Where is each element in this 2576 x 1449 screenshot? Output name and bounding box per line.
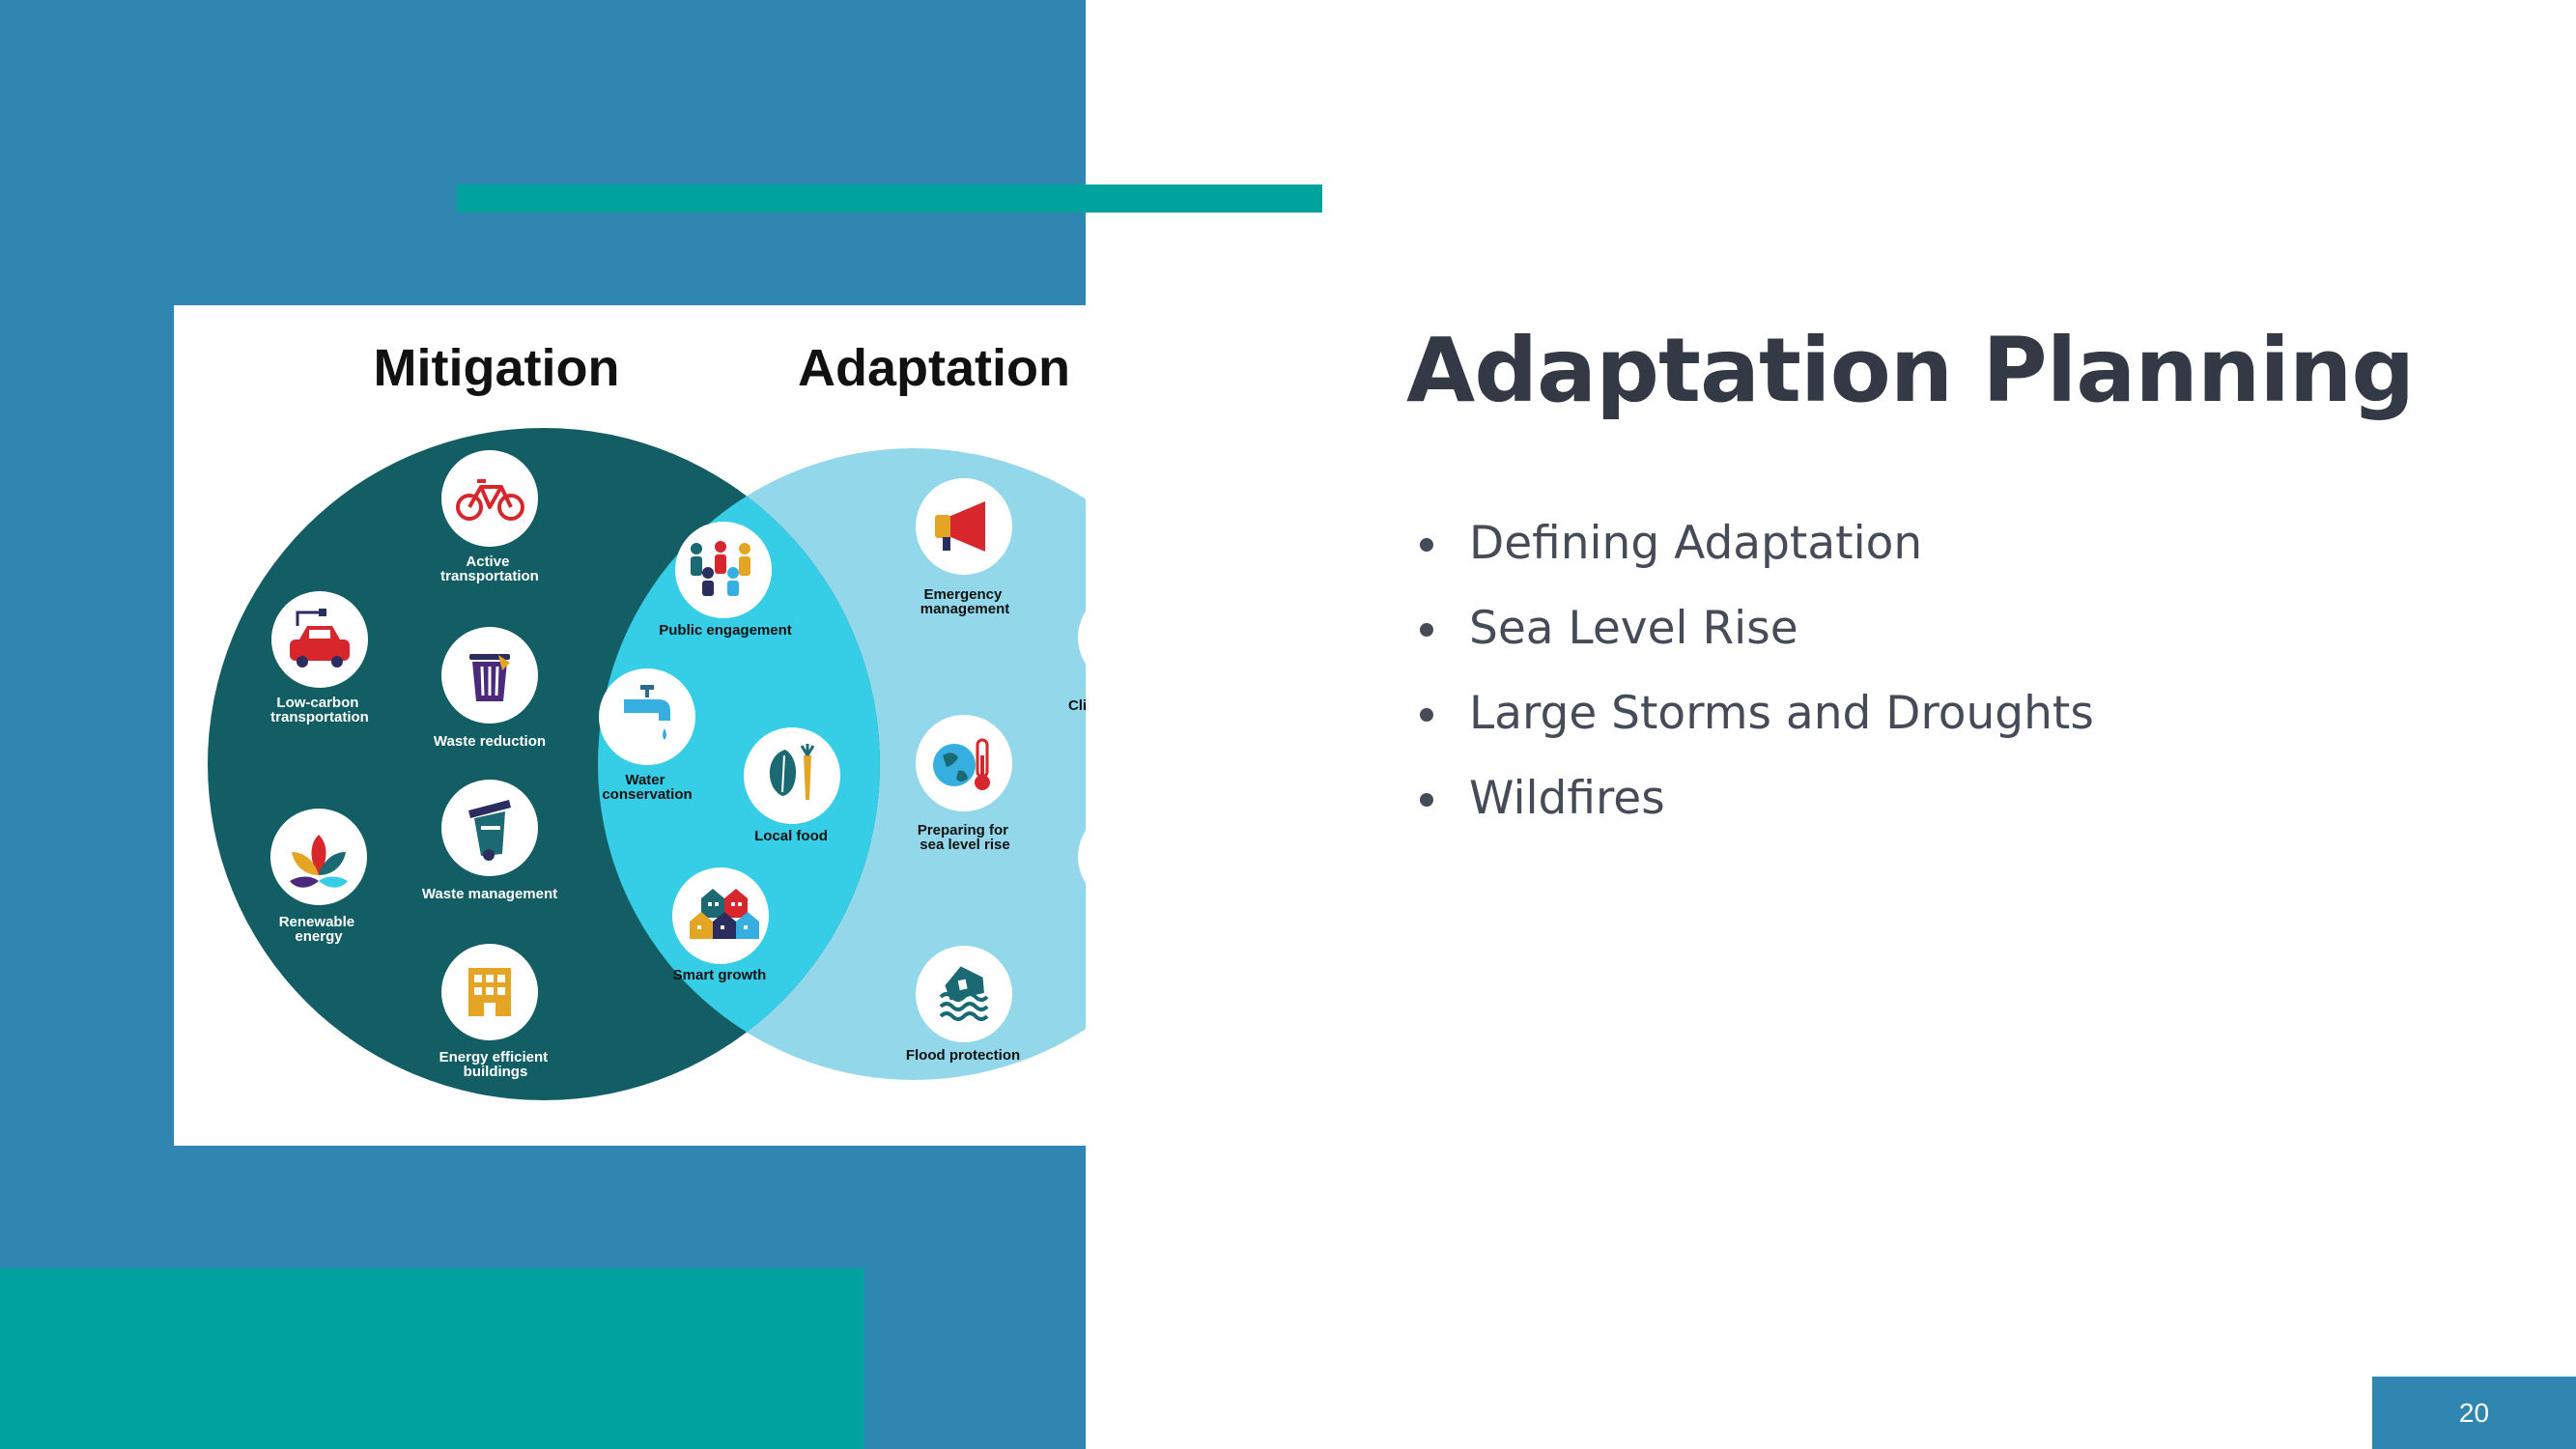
label-line: Emergency [923,586,1003,603]
item-waste-management: Waste management [422,780,557,902]
label-line: Waste reduction [434,733,546,750]
adaptation-title: Adaptation [798,339,1070,397]
label-line: Active [466,554,509,570]
bullet-dot-icon [1420,538,1433,552]
label-line: Energy efficient [439,1049,549,1065]
bullet-dot-icon [1420,623,1433,637]
page-number: 20 [2372,1377,2576,1449]
label-line: Smart growth [673,967,767,983]
label-line: Water [625,772,665,788]
teal-accent-block [0,1268,864,1449]
teal-accent-bar [457,185,1322,213]
label-line: management [920,601,1010,617]
svg-text:Preparing for sea leve: Preparing for sea level rise [918,822,1012,853]
faucet-icon [624,685,670,740]
flooded-house-icon [939,966,989,1021]
svg-text:Climate resilient buil: Climate resilient buildings [1068,697,1086,728]
venn-diagram-card: Mitigation Adaptation Active transportat… [174,305,1086,1146]
globe-thermometer-icon [933,738,990,790]
bullet-list: Defining Adaptation Sea Level Rise Large… [1418,510,2094,850]
vegetables-icon [769,744,815,800]
item-energy-efficient-buildings: Energy efficient buildings [439,944,552,1080]
bullet-item: Sea Level Rise [1418,595,2094,680]
bullet-text: Defining Adaptation [1469,517,1923,570]
megaphone-icon [935,501,985,552]
label-line: Flood protection [906,1047,1020,1064]
item-flood-protection: Flood protection [906,946,1020,1064]
label-line: Local food [754,828,828,844]
svg-text:Low-carbon transportat: Low-carbon transportation [270,695,369,725]
slide-title: Adaptation Planning [1406,319,2415,422]
label-line: sea level rise [920,837,1009,853]
trash-can-icon [469,654,510,701]
label-line: Renewable [279,914,354,930]
item-renewable-energy: Renewable energy [270,809,367,945]
label-line: Preparing for [918,822,1008,838]
mitigation-title: Mitigation [374,339,620,397]
svg-text:Active transportation: Active transportation [440,554,539,584]
item-public-engagement: Public engagement [659,522,792,639]
venn-diagram: Mitigation Adaptation Active transportat… [208,339,1086,1100]
people-icon [691,541,750,596]
label-line: transportation [270,709,369,725]
item-emergency-management: Emergency management [916,478,1012,617]
leaf-icon [290,835,348,888]
bicycle-icon [456,479,524,521]
item-water-conservation: Water conservation [599,668,695,803]
bullet-text: Wildfires [1469,772,1665,825]
svg-text:Renewable energy: Renewable energy [279,914,359,945]
svg-text:Emergency management: Emergency management [920,586,1010,617]
building-icon [468,968,511,1016]
item-low-carbon-transportation: Low-carbon transportation [270,591,369,725]
bullet-dot-icon [1420,793,1433,807]
item-waste-reduction: Waste reduction [434,627,546,750]
bullet-text: Large Storms and Droughts [1469,687,2094,740]
label-line: transportation [440,568,539,584]
houses-icon [690,889,759,939]
label-line: Climate resilient [1068,697,1086,714]
item-preparing-for-sea-level-rise: Preparing for sea level rise [916,715,1012,853]
bullet-text: Sea Level Rise [1469,602,1798,655]
item-local-food: Local food [744,727,840,844]
label-line: Public engagement [659,622,792,639]
label-line: energy [295,928,343,945]
wheelie-bin-icon [468,800,511,861]
bullet-item: Large Storms and Droughts [1418,680,2094,765]
label-line: Waste management [422,886,557,902]
item-wildfire-resilience: Wildfire resilience [1078,830,1086,884]
label-line: Low-carbon [276,695,358,711]
electric-car-icon [290,609,350,668]
svg-text:Energy efficient build: Energy efficient buildings [439,1049,552,1080]
label-line: buildings [464,1064,528,1080]
label-line: conservation [602,786,692,803]
svg-text:Water conservation: Water conservation [602,772,692,803]
item-active-transportation: Active transportation [440,450,539,584]
item-smart-growth: Smart growth [672,867,769,983]
bullet-dot-icon [1420,708,1433,722]
bullet-item: Wildfires [1418,765,2094,850]
bullet-item: Defining Adaptation [1418,510,2094,595]
item-climate-resilient-buildings: Climate resilient buildings [1068,611,1086,728]
